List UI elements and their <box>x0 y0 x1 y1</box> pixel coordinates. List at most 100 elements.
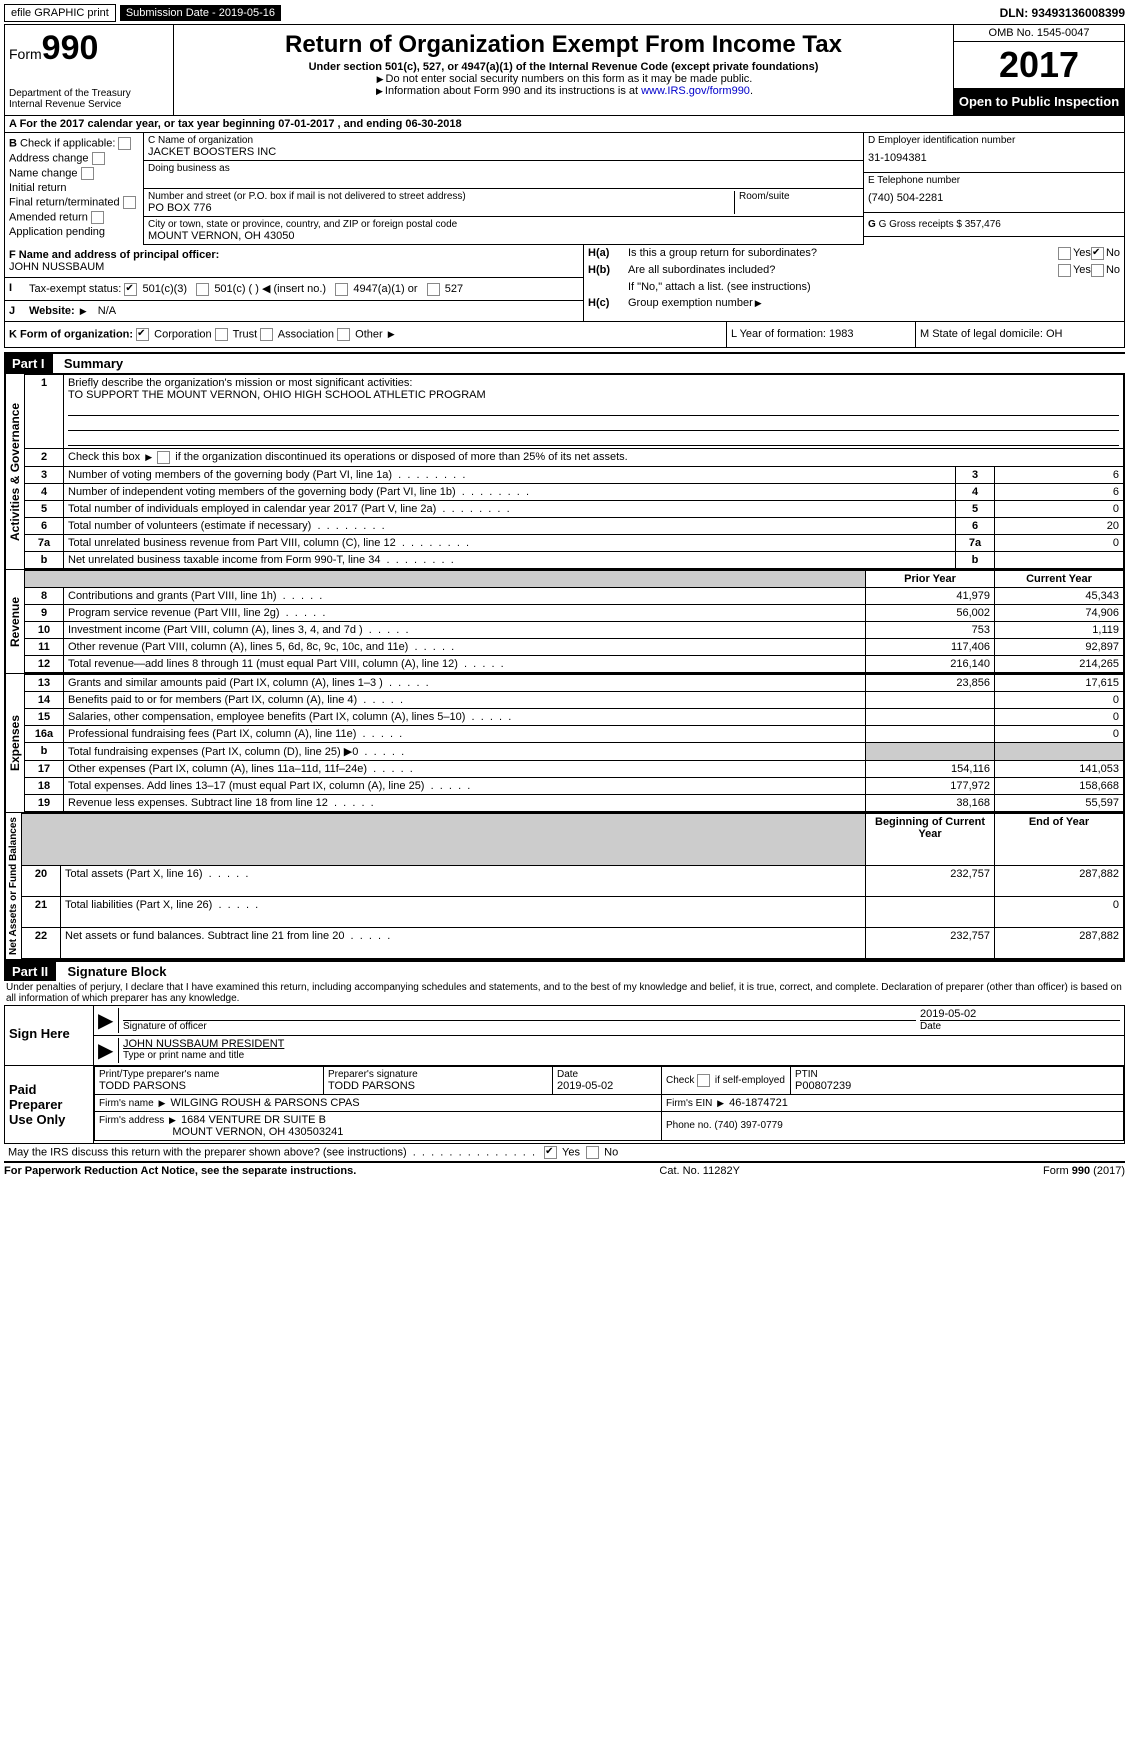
dept-treasury: Department of the Treasury <box>9 88 169 99</box>
vert-expenses: Expenses <box>5 674 24 812</box>
opt-4947: 4947(a)(1) or <box>353 283 417 295</box>
b-addr-change: Address change <box>9 152 89 164</box>
checkbox-yes[interactable] <box>544 1146 557 1159</box>
col-current: Current Year <box>995 570 1124 587</box>
b-pending: Application pending <box>9 226 139 238</box>
checkbox-corp[interactable] <box>136 328 149 341</box>
k-label: K Form of organization: <box>9 328 133 340</box>
paid-preparer: Paid Preparer Use Only <box>5 1066 94 1143</box>
prep-sig: TODD PARSONS <box>328 1080 548 1092</box>
sig-date: 2019-05-02 <box>920 1008 1120 1020</box>
top-bar: efile GRAPHIC print Submission Date - 20… <box>4 4 1125 22</box>
ptin: P00807239 <box>795 1080 1119 1092</box>
phone-label: E Telephone number <box>868 175 1120 186</box>
phone-value: (740) 504-2281 <box>868 186 1120 210</box>
section-bcd: B Check if applicable: Address change Na… <box>4 133 1125 245</box>
hb-label: Are all subordinates included? <box>628 264 1058 277</box>
checkbox[interactable] <box>118 137 131 150</box>
part2-title: Signature Block <box>59 962 174 981</box>
summary-exp: 13Grants and similar amounts paid (Part … <box>24 674 1124 812</box>
date-label: Date <box>920 1020 1120 1032</box>
col-begin: Beginning of Current Year <box>866 813 995 866</box>
summary-net: Beginning of Current YearEnd of Year 20T… <box>21 813 1124 959</box>
room-label: Room/suite <box>739 191 859 202</box>
checkbox[interactable] <box>157 451 170 464</box>
website-value: N/A <box>98 305 116 317</box>
checkbox[interactable] <box>92 152 105 165</box>
efile-btn[interactable]: efile GRAPHIC print <box>4 4 116 22</box>
street-value: PO BOX 776 <box>148 202 734 214</box>
col-prior: Prior Year <box>866 570 995 587</box>
checkbox[interactable] <box>337 328 350 341</box>
part1-header: Part I <box>4 354 53 373</box>
open-public: Open to Public Inspection <box>954 88 1124 115</box>
checkbox[interactable] <box>697 1074 710 1087</box>
firm-name-label: Firm's name <box>99 1098 156 1109</box>
col-b: B Check if applicable: Address change Na… <box>5 133 144 245</box>
opt-501c: 501(c) ( ) <box>214 283 259 295</box>
hc-label: Group exemption number <box>628 297 753 309</box>
sign-here-section: Sign Here ▶ Signature of officer 2019-05… <box>4 1006 1125 1066</box>
checkbox[interactable] <box>1058 264 1071 277</box>
firm-phone: Phone no. (740) 397-0779 <box>662 1111 1124 1140</box>
firm-ein-label: Firm's EIN <box>666 1098 715 1109</box>
firm-addr-label: Firm's address <box>99 1115 167 1126</box>
checkbox[interactable] <box>335 283 348 296</box>
sign-here: Sign Here <box>5 1006 94 1065</box>
b-initial: Initial return <box>9 182 139 194</box>
vert-netassets: Net Assets or Fund Balances <box>5 813 21 959</box>
checkbox-no[interactable] <box>586 1146 599 1159</box>
l-year: L Year of formation: 1983 <box>726 322 915 347</box>
note-ssn: Do not enter social security numbers on … <box>386 73 753 85</box>
opt-527: 527 <box>445 283 463 295</box>
opt-trust: Trust <box>233 328 258 340</box>
opt-corp: Corporation <box>154 328 211 340</box>
firm-addr1: 1684 VENTURE DR SUITE B <box>181 1114 326 1126</box>
checkbox[interactable] <box>215 328 228 341</box>
checkbox[interactable] <box>1058 247 1071 260</box>
vert-revenue: Revenue <box>5 570 24 673</box>
checkbox[interactable] <box>427 283 440 296</box>
omb-number: OMB No. 1545-0047 <box>954 25 1124 42</box>
irs-link[interactable]: www.IRS.gov/form990 <box>641 85 750 97</box>
mission-value: TO SUPPORT THE MOUNT VERNON, OHIO HIGH S… <box>68 389 486 401</box>
city-value: MOUNT VERNON, OH 43050 <box>148 230 859 242</box>
opt-assoc: Association <box>278 328 334 340</box>
firm-addr2: MOUNT VERNON, OH 430503241 <box>172 1126 343 1138</box>
ha-label: Is this a group return for subordinates? <box>628 247 1058 260</box>
sig-officer-label: Signature of officer <box>123 1020 916 1032</box>
ptin-label: PTIN <box>795 1069 1119 1080</box>
officer-name-title: JOHN NUSSBAUM PRESIDENT <box>123 1038 1120 1050</box>
form-header: Form990 Department of the Treasury Inter… <box>4 24 1125 116</box>
submission-date: Submission Date - 2019-05-16 <box>120 5 281 21</box>
tax-year: 2017 <box>954 42 1124 88</box>
irs-label: Internal Revenue Service <box>9 99 169 110</box>
part1-title: Summary <box>56 354 131 373</box>
checkbox[interactable] <box>196 283 209 296</box>
officer-label: F Name and address of principal officer: <box>9 249 219 261</box>
checkbox[interactable] <box>260 328 273 341</box>
mission-label: Briefly describe the organization's miss… <box>68 377 412 389</box>
checkbox[interactable] <box>91 211 104 224</box>
col-end: End of Year <box>995 813 1124 866</box>
discuss-label: May the IRS discuss this return with the… <box>8 1146 407 1158</box>
b-name-change: Name change <box>9 167 78 179</box>
footer: For Paperwork Reduction Act Notice, see … <box>4 1163 1125 1179</box>
checkbox[interactable] <box>123 196 136 209</box>
checkbox-501c3[interactable] <box>124 283 137 296</box>
note-info: Information about Form 990 and its instr… <box>385 85 641 97</box>
checkbox[interactable] <box>81 167 94 180</box>
street-label: Number and street (or P.O. box if mail i… <box>148 191 734 202</box>
firm-name: WILGING ROUSH & PARSONS CPAS <box>170 1097 359 1109</box>
form-subtitle: Under section 501(c), 527, or 4947(a)(1)… <box>178 61 949 73</box>
prep-name-label: Print/Type preparer's name <box>99 1069 319 1080</box>
hb-note: If "No," attach a list. (see instruction… <box>628 281 811 293</box>
b-label: Check if applicable: <box>20 137 115 149</box>
footer-mid: Cat. No. 11282Y <box>659 1165 740 1177</box>
city-label: City or town, state or province, country… <box>148 219 859 230</box>
form-prefix: Form <box>9 46 42 62</box>
ein-label: D Employer identification number <box>868 135 1120 146</box>
b-final: Final return/terminated <box>9 196 120 208</box>
checkbox[interactable] <box>1091 264 1104 277</box>
checkbox-no[interactable] <box>1091 247 1104 260</box>
